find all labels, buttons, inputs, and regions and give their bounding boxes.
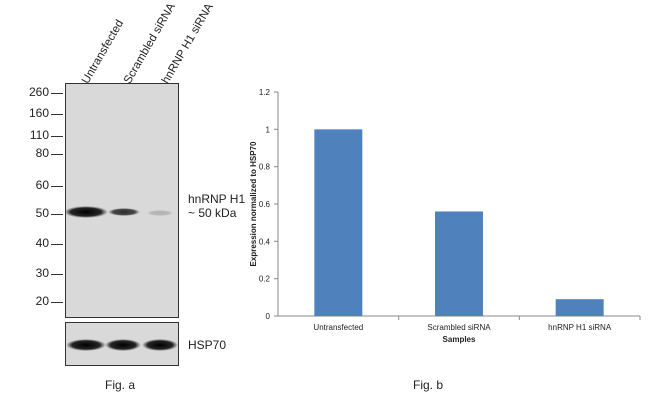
y-tick-label: 0.8 [259,163,271,172]
band-hnrnp-sirna [147,210,173,216]
x-tick-label: Untransfected [313,323,363,332]
loading-control-label: HSP70 [188,338,227,352]
mw-marker: 80 [35,146,49,160]
band-label-name: hnRNP H1 [188,192,246,206]
lane-label: Untransfected [80,17,127,86]
y-axis-label: Expression normalized to HSP70 [249,141,258,266]
y-tick-label: 1 [266,125,271,134]
mw-marker: 60 [35,178,49,192]
y-tick-label: 0.4 [259,237,271,246]
x-tick-label: Scrambled siRNA [427,323,491,332]
band-untransfected [66,206,108,218]
mw-marker: 20 [35,294,49,308]
bar [314,129,363,316]
mw-marker: 110 [29,128,49,142]
band-hsp70-3 [142,339,178,351]
band-hsp70-2 [105,339,141,351]
bar [435,211,483,316]
mw-marker: 30 [35,266,49,280]
mw-marker: 160 [28,106,49,120]
y-tick-label: 0.6 [259,200,271,209]
x-axis-label: Samples [443,335,476,344]
band-label: hnRNP H1 ~ 50 kDa [188,192,245,220]
bar [555,299,604,316]
y-tick-label: 0 [266,312,271,321]
band-scrambled [108,208,140,216]
mw-marker: 40 [35,236,49,250]
loading-control-blot [65,322,179,366]
mw-marker: 260 [28,85,49,99]
band-hsp70-1 [66,339,106,351]
figure-caption-b: Fig. b [413,378,444,392]
mw-marker: 50 [35,206,49,220]
y-tick-label: 0.2 [259,275,271,284]
main-blot [65,83,179,318]
band-label-size: ~ 50 kDa [188,206,237,220]
x-tick-label: hnRNP H1 siRNA [548,323,612,332]
y-tick-label: 1.2 [259,88,271,97]
figure-caption-a: Fig. a [105,378,136,392]
